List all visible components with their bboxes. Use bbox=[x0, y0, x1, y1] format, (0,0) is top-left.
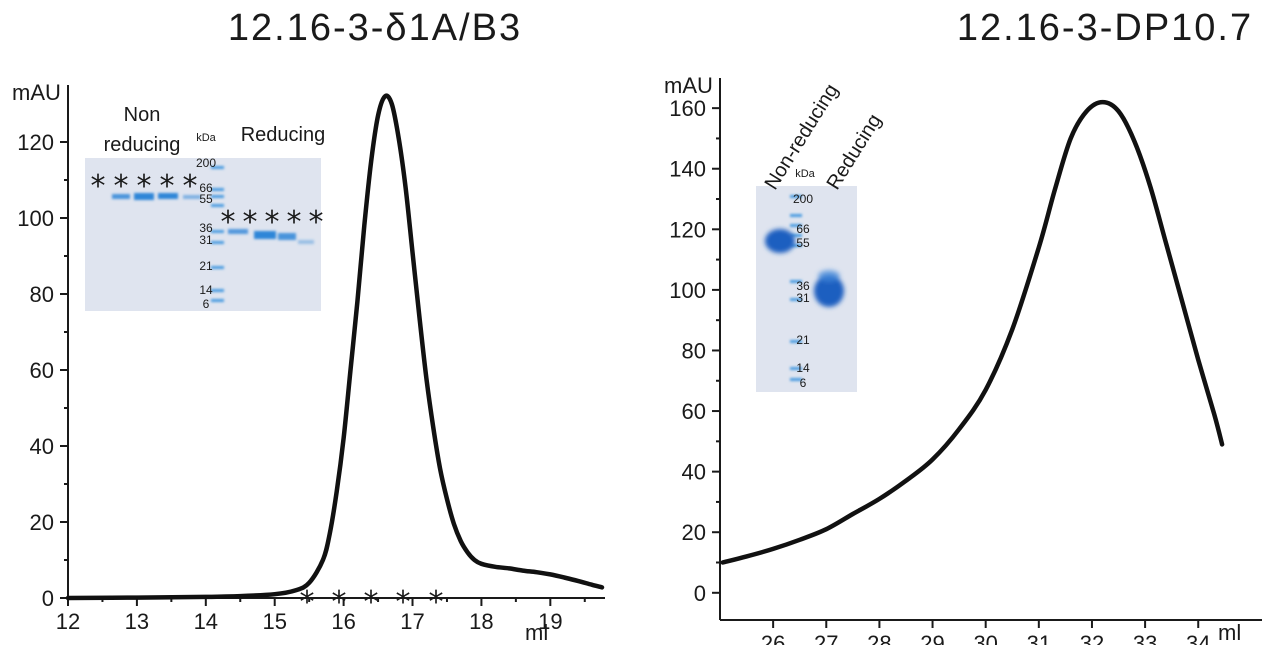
gel-marker-label: 36 bbox=[199, 221, 213, 235]
chart-right-ylabel: mAU bbox=[664, 73, 713, 98]
gel-marker-label: 14 bbox=[199, 283, 213, 297]
gel-marker-label: 66 bbox=[796, 222, 810, 236]
x-tick-label: 15 bbox=[262, 609, 286, 634]
gel-left-label-reducing-nr: reducing bbox=[104, 134, 181, 156]
gel-marker-label: 55 bbox=[796, 236, 810, 250]
y-tick-label: 100 bbox=[17, 206, 54, 231]
gel-marker-label: 21 bbox=[199, 259, 213, 273]
gel-reducing-star: * bbox=[221, 205, 236, 240]
chart-right-trace bbox=[720, 99, 1225, 565]
gel-reducing-star: * bbox=[243, 205, 258, 240]
gel-reducing-star: * bbox=[287, 205, 302, 240]
gel-marker-label: 31 bbox=[199, 233, 213, 247]
x-tick-label: 30 bbox=[973, 631, 997, 645]
y-tick-label: 20 bbox=[30, 510, 54, 535]
x-tick-label: 17 bbox=[400, 609, 424, 634]
gel-left-kda: kDa bbox=[196, 132, 216, 144]
y-tick-label: 120 bbox=[17, 130, 54, 155]
gel-nonreducing-star: * bbox=[137, 169, 152, 204]
chart-left-ylabel: mAU bbox=[12, 80, 61, 105]
gel-left-nonreducing-stars: * * * * * bbox=[91, 169, 198, 204]
gel-marker-label: 200 bbox=[793, 192, 813, 206]
gel-marker-label: 55 bbox=[199, 192, 213, 206]
y-tick-label: 40 bbox=[30, 434, 54, 459]
x-tick-label: 34 bbox=[1186, 631, 1210, 645]
y-tick-label: 0 bbox=[42, 586, 54, 611]
y-tick-label: 160 bbox=[669, 96, 706, 121]
gel-marker-label: 31 bbox=[796, 291, 810, 305]
y-tick-label: 20 bbox=[682, 520, 706, 545]
x-tick-label: 27 bbox=[814, 631, 838, 645]
x-tick-label: 16 bbox=[331, 609, 355, 634]
x-tick-label: 14 bbox=[194, 609, 218, 634]
gel-reducing-star: * bbox=[265, 205, 280, 240]
chart-left-x-unit: ml bbox=[525, 620, 548, 645]
fraction-star: * bbox=[300, 585, 315, 620]
chart-left-trace bbox=[65, 93, 605, 601]
gel-inset-right: Non-reducing Reducing kDa 20066553631211… bbox=[756, 80, 886, 392]
chart-right-axes: 0 20 40 60 80 100 120 140 160 26 27 28 29 30 31 32 33 34 bbox=[669, 78, 1262, 645]
chart-left-axes: 0 20 40 60 80 100 120 12 13 14 15 16 17 18 19 bbox=[17, 85, 605, 634]
gel-nonreducing-star: * bbox=[183, 169, 198, 204]
y-tick-label: 100 bbox=[669, 278, 706, 303]
gel-right-ladder bbox=[790, 195, 802, 381]
chart-right-title: 12.16-3-DP10.7 bbox=[957, 7, 1253, 49]
gel-left-reducing-bands bbox=[228, 229, 314, 244]
gel-marker-label: 36 bbox=[796, 279, 810, 293]
fraction-markers: * * * * * bbox=[300, 585, 444, 620]
x-tick-label: 28 bbox=[867, 631, 891, 645]
x-tick-label: 18 bbox=[469, 609, 493, 634]
fraction-star: * bbox=[332, 585, 347, 620]
y-tick-label: 60 bbox=[682, 399, 706, 424]
gel-nonreducing-star: * bbox=[114, 169, 129, 204]
x-tick-label: 13 bbox=[125, 609, 149, 634]
x-tick-label: 31 bbox=[1027, 631, 1051, 645]
x-tick-label: 19 bbox=[538, 609, 562, 634]
gel-right-sample-bands bbox=[765, 229, 844, 307]
y-tick-label: 60 bbox=[30, 358, 54, 383]
x-tick-label: 29 bbox=[920, 631, 944, 645]
gel-reducing-star: * bbox=[309, 205, 324, 240]
fraction-star: * bbox=[429, 585, 444, 620]
chart-right: 12.16-3-DP10.7 mAU ml 0 20 40 60 80 100 120 140… bbox=[664, 7, 1262, 645]
x-tick-label: 26 bbox=[761, 631, 785, 645]
gel-left-nonreducing-bands bbox=[112, 193, 201, 200]
fraction-star: * bbox=[364, 585, 379, 620]
y-tick-label: 80 bbox=[30, 282, 54, 307]
fraction-star: * bbox=[396, 585, 411, 620]
gel-left-label-non: Non bbox=[124, 104, 161, 126]
y-tick-label: 120 bbox=[669, 217, 706, 242]
gel-marker-label: 14 bbox=[796, 361, 810, 375]
gel-marker-label: 66 bbox=[199, 181, 213, 195]
chart-left-title: 12.16-3-δ1A/B3 bbox=[228, 7, 522, 49]
y-tick-label: 0 bbox=[694, 581, 706, 606]
gel-right-label-reducing: Reducing bbox=[823, 110, 886, 193]
chart-left: 12.16-3-δ1A/B3 mAU ml 0 20 40 60 80 100 120 12 1… bbox=[12, 7, 605, 645]
gel-marker-label: 21 bbox=[796, 333, 810, 347]
gel-nonreducing-star: * bbox=[160, 169, 175, 204]
x-tick-label: 32 bbox=[1080, 631, 1104, 645]
gel-left-label-reducing: Reducing bbox=[241, 124, 326, 146]
y-tick-label: 40 bbox=[682, 460, 706, 485]
chart-right-x-unit: ml bbox=[1218, 620, 1241, 645]
y-tick-label: 80 bbox=[682, 338, 706, 363]
gel-nonreducing-star: * bbox=[91, 169, 106, 204]
gel-right-kda: kDa bbox=[795, 168, 815, 180]
gel-marker-label: 6 bbox=[800, 376, 807, 390]
x-tick-label: 12 bbox=[56, 609, 80, 634]
gel-left-reducing-stars: * * * * * bbox=[221, 205, 324, 240]
gel-marker-label: 6 bbox=[203, 297, 210, 311]
gel-left-ladder bbox=[211, 166, 224, 302]
x-tick-label: 33 bbox=[1133, 631, 1157, 645]
y-tick-label: 140 bbox=[669, 157, 706, 182]
gel-marker-label: 200 bbox=[196, 156, 216, 170]
